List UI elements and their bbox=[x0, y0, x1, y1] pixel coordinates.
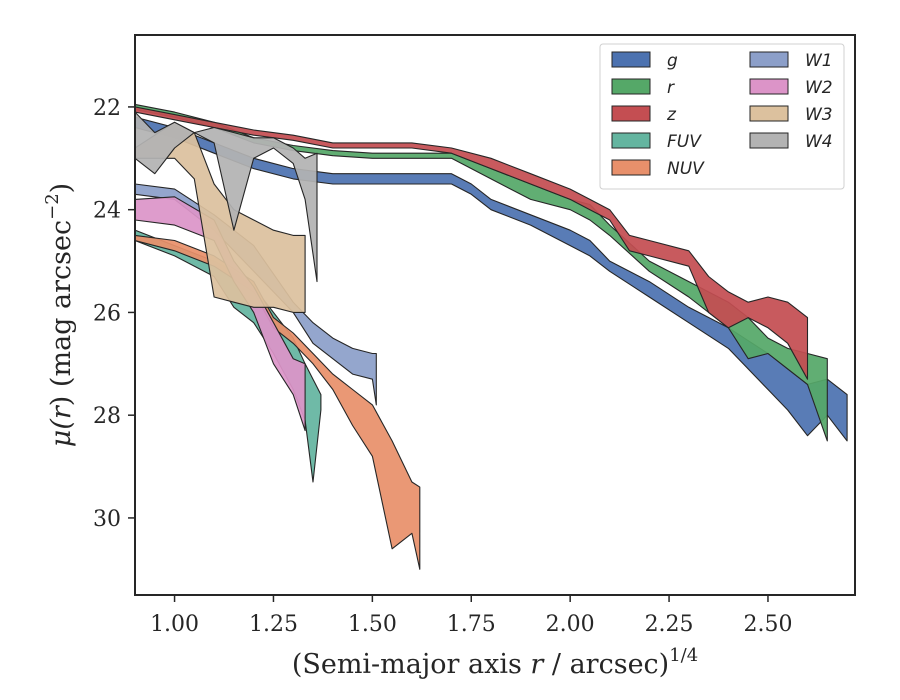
legend-label-w2: W2 bbox=[805, 78, 833, 98]
legend-swatch-z bbox=[611, 105, 651, 122]
x-axis-label: (Semi-major axis r / arcsec)1/4 bbox=[292, 645, 698, 680]
x-tick-label: 2.50 bbox=[743, 612, 792, 637]
legend-swatch-fuv bbox=[611, 132, 651, 149]
x-tick-label: 2.00 bbox=[546, 612, 595, 637]
x-tick-label: 1.00 bbox=[150, 612, 199, 637]
legend-swatch-r bbox=[611, 78, 651, 95]
y-tick-label: 22 bbox=[93, 96, 121, 121]
band-r bbox=[135, 103, 828, 442]
y-axis: 22 24 26 28 30 bbox=[93, 96, 135, 532]
legend-swatch-w3 bbox=[749, 105, 789, 122]
bands-layer bbox=[135, 103, 848, 570]
y-tick-label: 28 bbox=[93, 404, 121, 429]
legend-label-g: g bbox=[667, 51, 678, 71]
y-tick-label: 26 bbox=[93, 301, 121, 326]
legend-swatch-w1 bbox=[749, 51, 789, 68]
x-tick-label: 1.50 bbox=[348, 612, 397, 637]
legend-swatch-w4 bbox=[749, 132, 789, 149]
x-tick-label: 2.25 bbox=[645, 612, 694, 637]
legend-label-fuv: FUV bbox=[667, 132, 702, 152]
x-tick-label: 1.75 bbox=[447, 612, 496, 637]
legend-label-w4: W4 bbox=[805, 132, 833, 152]
legend-label-w1: W1 bbox=[805, 51, 833, 71]
legend: grz FUV NUV W1 W2 W3 W4 bbox=[599, 43, 845, 190]
legend-swatch-w2 bbox=[749, 78, 789, 95]
band-g bbox=[135, 116, 848, 442]
plot-frame bbox=[134, 34, 856, 596]
legend-label-w3: W3 bbox=[805, 105, 833, 125]
legend-swatch-nuv bbox=[611, 159, 651, 176]
y-tick-label: 30 bbox=[93, 507, 121, 532]
band-w3 bbox=[135, 121, 306, 313]
band-z bbox=[135, 106, 809, 380]
x-axis: 1.00 1.25 1.50 1.75 2.00 2.25 2.50 bbox=[150, 595, 792, 637]
y-tick-label: 24 bbox=[93, 199, 121, 224]
legend-swatch-g bbox=[611, 51, 651, 68]
legend-label-r: r bbox=[667, 78, 675, 98]
band-w4 bbox=[135, 111, 318, 283]
y-axis-label: μ(r) (mag arcsec−2) bbox=[42, 183, 77, 447]
legend-label-nuv: NUV bbox=[667, 159, 705, 179]
x-tick-label: 1.25 bbox=[249, 612, 298, 637]
legend-label-z: z bbox=[666, 105, 677, 125]
